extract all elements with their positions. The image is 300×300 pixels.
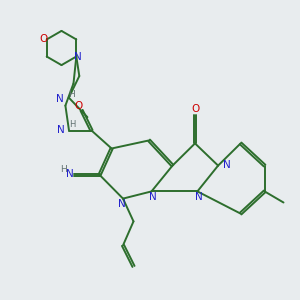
Text: N: N [57, 125, 64, 135]
Text: N: N [149, 192, 157, 202]
Text: N: N [224, 160, 231, 170]
Text: N: N [74, 52, 82, 61]
Text: H: H [69, 120, 76, 129]
Text: N: N [195, 192, 203, 202]
Text: N: N [118, 199, 126, 209]
Text: H: H [68, 89, 75, 98]
Text: O: O [74, 100, 83, 111]
Text: N: N [56, 94, 63, 104]
Text: O: O [39, 34, 47, 44]
Text: N: N [66, 169, 74, 179]
Text: H: H [61, 165, 67, 174]
Text: O: O [191, 104, 199, 114]
